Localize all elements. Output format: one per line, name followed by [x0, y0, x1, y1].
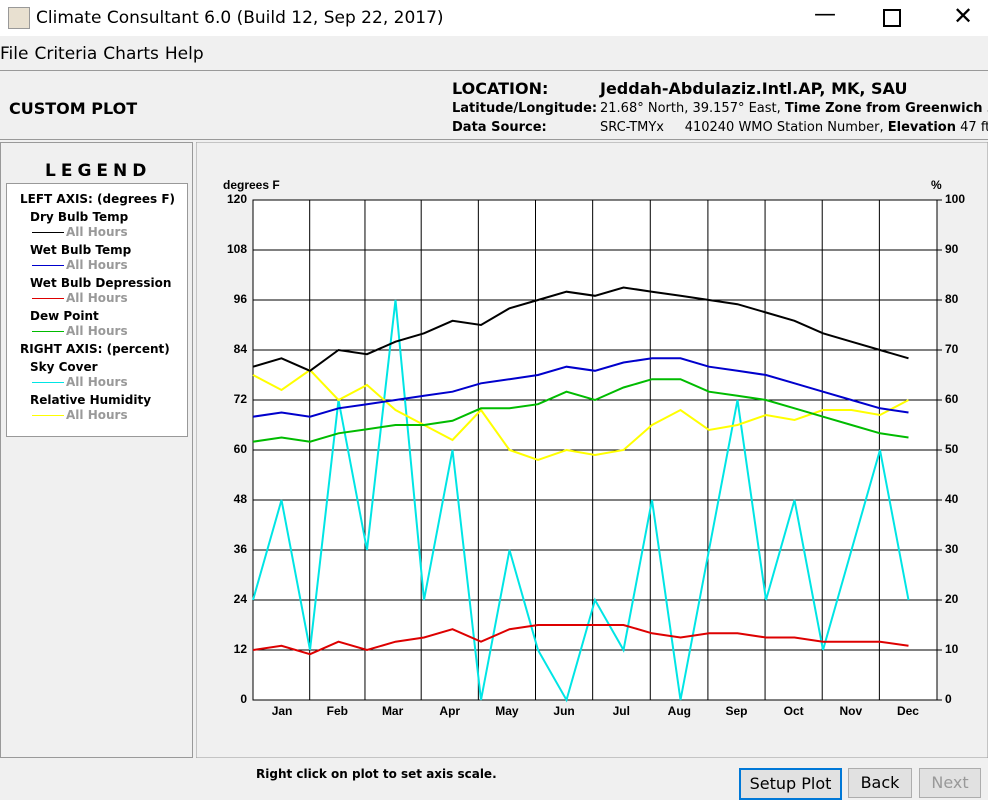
app-icon: [8, 7, 30, 29]
legend-swatch: [32, 232, 64, 233]
x-tick-label: Nov: [839, 704, 862, 718]
y-tick-label: 96: [234, 292, 248, 306]
close[interactable]: ✕: [953, 2, 974, 30]
y-axis-label: degrees F: [223, 178, 280, 192]
series-line: [252, 357, 909, 418]
legend-label: Wet Bulb Depression: [30, 276, 172, 290]
source: SRC-TMYx: [600, 120, 665, 135]
x-tick-label: Mar: [382, 704, 404, 718]
series-line: [252, 368, 909, 462]
label: LOCATION:: [452, 79, 549, 98]
menu-item[interactable]: Criteria: [34, 44, 98, 64]
series-line: [252, 624, 909, 656]
y2-tick-label: 100: [945, 192, 965, 206]
menu-item[interactable]: File: [0, 44, 29, 64]
elevation: 47 ft: [960, 120, 988, 135]
title-bar: Climate Consultant 6.0 (Build 12, Sep 22…: [0, 0, 988, 36]
text: 21.68° North, 39.157° East, Time Zone fr…: [600, 101, 988, 116]
series-line: [252, 286, 909, 372]
x-tick-label: Apr: [439, 704, 460, 718]
legend-group: LEFT AXIS: (degrees F): [20, 192, 176, 206]
y2-tick-label: 20: [945, 592, 959, 606]
y-tick-label: 84: [234, 342, 248, 356]
location: Jeddah-Abdulaziz.Intl.AP, MK, SAU: [600, 79, 908, 98]
menu-item[interactable]: Help: [164, 44, 204, 64]
legend-sublabel: All Hours: [66, 225, 128, 239]
x-tick-label: Feb: [327, 704, 348, 718]
x-tick-label: Jun: [553, 704, 574, 718]
y2-tick-label: 30: [945, 542, 959, 556]
x-tick-label: May: [495, 704, 519, 718]
y-tick-label: 60: [234, 442, 248, 456]
minimize[interactable]: —: [814, 2, 836, 27]
legend-sublabel: All Hours: [66, 258, 128, 272]
button[interactable]: Next: [919, 768, 981, 798]
y2-tick-label: 0: [945, 692, 952, 706]
y-tick-label: 108: [227, 242, 247, 256]
label: Time Zone from Greenwich: [784, 101, 983, 116]
button[interactable]: Setup Plot: [739, 768, 842, 800]
y2-tick-label: 80: [945, 292, 959, 306]
legend-swatch: [32, 265, 64, 266]
label: Elevation: [887, 120, 956, 135]
label: Latitude/Longitude:: [452, 101, 598, 116]
legend-group: RIGHT AXIS: (percent): [20, 342, 170, 356]
legend-sublabel: All Hours: [66, 324, 128, 338]
x-tick-label: Jul: [613, 704, 630, 718]
y-tick-label: 24: [234, 592, 248, 606]
legend-swatch: [32, 298, 64, 299]
legend-sublabel: All Hours: [66, 375, 128, 389]
latlon: 21.68° North, 39.157° East,: [600, 101, 781, 116]
y2-tick-label: 70: [945, 342, 959, 356]
label: Data Source:: [452, 120, 547, 135]
y-tick-label: 48: [234, 492, 248, 506]
legend-title: LEGEND: [45, 161, 152, 181]
legend-label: Relative Humidity: [30, 393, 152, 407]
y-tick-label: 36: [234, 542, 248, 556]
x-tick-label: Aug: [668, 704, 691, 718]
legend-label: Sky Cover: [30, 360, 98, 374]
y-tick-label: 12: [234, 642, 248, 656]
y-tick-label: 120: [227, 192, 247, 206]
y2-tick-label: 60: [945, 392, 959, 406]
maximize[interactable]: [883, 9, 901, 27]
series-line: [252, 378, 909, 443]
x-tick-label: Oct: [784, 704, 804, 718]
y2-tick-label: 40: [945, 492, 959, 506]
legend: LEFT AXIS: (degrees F) Dry Bulb Temp All H…: [6, 183, 188, 437]
legend-swatch: [32, 415, 64, 416]
page-title: CUSTOM PLOT: [9, 99, 138, 118]
legend-panel: LEGEND LEFT AXIS: (degrees F) Dry Bulb Te…: [0, 142, 193, 758]
x-tick-label: Dec: [897, 704, 919, 718]
hint: Right click on plot to set axis scale.: [256, 767, 497, 781]
chart: degrees F % 0 12 24 36 48 60 72 84 96 108 120 0 10 20…: [196, 142, 988, 758]
legend-label: Wet Bulb Temp: [30, 243, 132, 257]
timezone: 3: [987, 101, 988, 116]
y-tick-label: 0: [240, 692, 247, 706]
legend-sublabel: All Hours: [66, 291, 128, 305]
y2-tick-label: 50: [945, 442, 959, 456]
button[interactable]: Back: [848, 768, 912, 798]
legend-label: Dew Point: [30, 309, 99, 323]
menu-item[interactable]: Charts: [103, 44, 159, 64]
y2-tick-label: 10: [945, 642, 959, 656]
station: 410240 WMO Station Number,: [684, 120, 884, 135]
series-line: [252, 299, 910, 703]
legend-label: Dry Bulb Temp: [30, 210, 129, 224]
legend-swatch: [32, 331, 64, 332]
text: SRC-TMYx 410240 WMO Station Number, Elev…: [600, 120, 988, 135]
legend-swatch: [32, 382, 64, 383]
legend-sublabel: All Hours: [66, 408, 128, 422]
header: CUSTOM PLOT LOCATION: Jeddah-Abdulaziz.I…: [0, 70, 988, 140]
y2-axis-label: %: [931, 178, 942, 192]
x-tick-label: Jan: [272, 704, 293, 718]
y-tick-label: 72: [234, 392, 248, 406]
x-tick-label: Sep: [725, 704, 747, 718]
y2-tick-label: 90: [945, 242, 959, 256]
window-title: Climate Consultant 6.0 (Build 12, Sep 22…: [36, 8, 444, 28]
